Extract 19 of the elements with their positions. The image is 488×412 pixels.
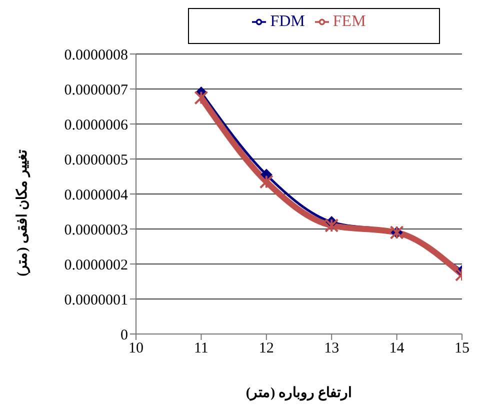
y-tick-label: 0 [120, 327, 128, 344]
x-tick-label: 11 [194, 340, 208, 357]
x-tick-label: 12 [258, 340, 274, 357]
x-tick-label: 13 [324, 340, 340, 357]
y-tick-label: 0.0000002 [64, 257, 128, 274]
y-tick-label: 0.0000006 [64, 117, 128, 134]
y-axis-title: تغییر مکان افقی (متر) [14, 150, 32, 276]
y-tick-label: 0.0000005 [64, 152, 128, 168]
y-tick-label: 0.0000004 [64, 187, 128, 204]
y-tick-label: 0.0000008 [64, 47, 128, 64]
y-tick-label: 0.0000007 [64, 82, 128, 98]
x-axis-title: ارتفاع روباره (متر) [244, 385, 354, 402]
x-tick-label: 15 [454, 340, 470, 357]
legend-label: FDM [270, 13, 305, 30]
x-tick-label: 14 [389, 340, 405, 357]
y-tick-label: 0.0000001 [64, 292, 128, 308]
legend-label: FEM [332, 13, 366, 30]
x-tick-label: 10 [128, 340, 144, 357]
y-tick-label: 0.0000003 [64, 222, 128, 238]
